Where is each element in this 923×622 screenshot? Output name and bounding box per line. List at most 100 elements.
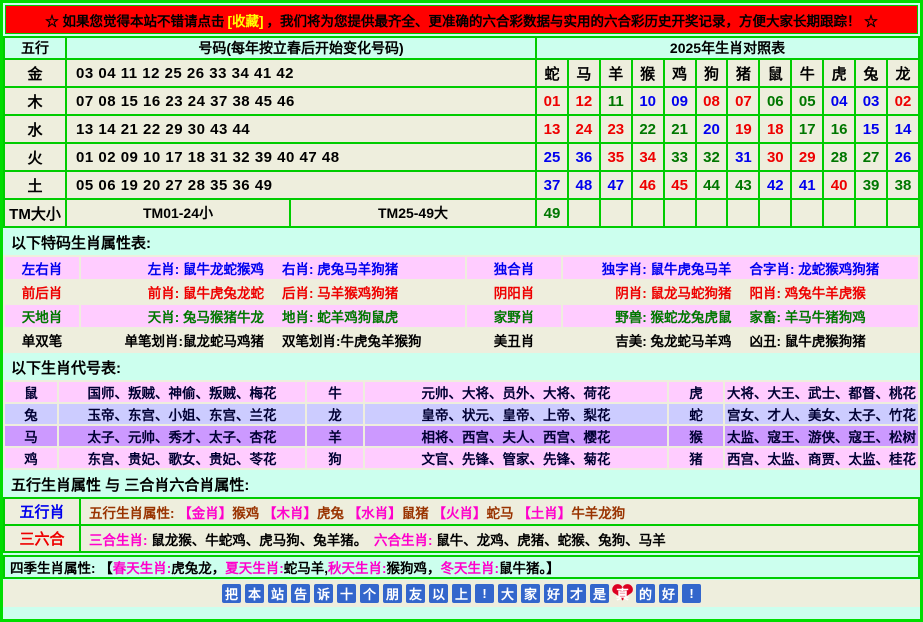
element-row: 木 07 08 15 16 23 24 37 38 45 46 01 12 11 10 09… (3, 86, 920, 116)
special-row: 前后肖 前肖: 鼠牛虎兔龙蛇 后肖: 马羊猴鸡狗猪 阴阳肖 阴肖: 鼠龙马蛇狗猪 阳肖: … (3, 279, 920, 305)
wuxing-row-content: 五行生肖属性: 【金肖】猴鸡 【木肖】虎兔 【水肖】鼠猪 【火肖】蛇马 【土肖】… (79, 497, 920, 526)
tm-big-cell: TM25-49大 (288, 198, 538, 228)
zodiac-number-cell: 49 (535, 198, 569, 228)
special-text: 合字肖: 龙蛇猴鸡狗猪 (749, 262, 880, 277)
zodiac-number-cell: 47 (598, 170, 633, 200)
special-row-label: 前后肖 (3, 279, 81, 305)
element-row: 水 13 14 21 22 29 30 43 44 13 24 23 22 21 20 19 18… (3, 114, 920, 144)
zodiac-number-cell: 41 (790, 170, 825, 200)
special-text: 野兽: 猴蛇龙兔虎鼠 (615, 310, 732, 325)
zodiac-number-cell: 44 (694, 170, 729, 200)
footer-tile: 朋 (383, 584, 402, 603)
zodiac-name-cell: 鸡 (662, 58, 697, 88)
special-row-label: 美丑肖 (465, 327, 563, 353)
header-numbers: 号码(每年按立春后开始变化号码) (64, 36, 538, 60)
code-animal-label: 虎 (667, 380, 725, 404)
zodiac-number-cell (694, 198, 729, 228)
code-animal-label: 猪 (667, 446, 725, 470)
wuxing-row: 五行肖 五行生肖属性: 【金肖】猴鸡 【木肖】虎兔 【水肖】鼠猪 【火肖】蛇马 【… (3, 497, 920, 526)
zodiac-number-cell (854, 198, 888, 228)
code-row: 马太子、元帅、秀才、太子、杏花羊相将、西宫、夫人、西宫、樱花猴太监、寇王、游侠、… (3, 424, 920, 448)
zodiac-number-cell: 45 (662, 170, 697, 200)
code-titles-text: 大将、大王、武士、都督、桃花 (723, 380, 920, 404)
code-animal-label: 鸡 (3, 446, 59, 470)
footer-tile: 好 (659, 584, 678, 603)
zodiac-number-cell (598, 198, 633, 228)
special-row-content: 单笔划肖:鼠龙蛇马鸡猪 双笔划肖:牛虎兔羊猴狗 (79, 327, 467, 353)
footer-tile: 站 (268, 584, 287, 603)
seasons-segment: 春天生肖: (112, 561, 172, 576)
zodiac-number-cell: 06 (758, 86, 793, 116)
special-text: 地肖: 蛇羊鸡狗鼠虎 (282, 310, 399, 325)
wuxing-segment: 鼠龙猴、牛蛇鸡、虎马狗、兔羊猪。 (151, 532, 361, 548)
code-titles-text: 皇帝、状元、皇帝、上帝、梨花 (363, 402, 669, 426)
zodiac-number-cell: 38 (885, 170, 920, 200)
special-row-content: 左肖: 鼠牛龙蛇猴鸡 右肖: 虎兔马羊狗猪 (79, 255, 467, 281)
footer-tile: 诉 (314, 584, 333, 603)
footer-tile: 家 (521, 584, 540, 603)
code-titles-text: 西宫、太监、商贾、太监、桂花 (723, 446, 920, 470)
zodiac-number-cell: 43 (726, 170, 761, 200)
zodiac-number-cell: 14 (885, 114, 920, 144)
zodiac-number-cell: 03 (854, 86, 888, 116)
wuxing-segment: 鼠猪 (401, 505, 433, 521)
footer-tile: 上 (452, 584, 471, 603)
zodiac-number-cell: 42 (758, 170, 793, 200)
wuxing-row-label: 三六合 (3, 524, 81, 553)
special-text: 双笔划肖:牛虎兔羊猴狗 (282, 334, 422, 349)
wuxing-segment: 猴鸡 (232, 505, 264, 521)
zodiac-name-cell: 马 (566, 58, 601, 88)
header-wuxing: 五行 (3, 36, 67, 60)
zodiac-number-cell: 40 (822, 170, 857, 200)
zodiac-number-cell: 36 (566, 142, 601, 172)
zodiac-name-cell: 牛 (790, 58, 825, 88)
wuxing-row-content: 三合生肖: 鼠龙猴、牛蛇鸡、虎马狗、兔羊猪。 六合生肖: 鼠牛、龙鸡、虎猪、蛇猴… (79, 524, 920, 553)
tm-small-cell: TM01-24小 (65, 198, 291, 228)
code-animal-label: 羊 (305, 424, 365, 448)
element-row: 金 03 04 11 12 25 26 33 34 41 42 蛇马羊猴鸡狗猪鼠牛虎… (3, 58, 920, 88)
code-row: 鸡东宫、贵妃、歌女、贵妃、苓花狗文官、先锋、管家、先锋、菊花猪西宫、太监、商贾、… (3, 446, 920, 470)
zodiac-number-cell: 25 (535, 142, 569, 172)
code-animal-label: 蛇 (667, 402, 725, 426)
special-text: 凶丑: 鼠牛虎猴狗猪 (749, 334, 866, 349)
zodiac-name-cell: 鼠 (758, 58, 793, 88)
zodiac-number-cell (630, 198, 665, 228)
element-numbers: 13 14 21 22 29 30 43 44 (64, 114, 538, 144)
zodiac-number-cell (662, 198, 697, 228)
footer-tile: 才 (567, 584, 586, 603)
zodiac-number-cell (822, 198, 857, 228)
wuxing-segment: 【土肖】 (517, 505, 572, 521)
element-label: 金 (3, 58, 67, 88)
code-titles-text: 文官、先锋、管家、先锋、菊花 (363, 446, 669, 470)
code-titles-text: 国师、叛贼、神偷、叛贼、梅花 (57, 380, 307, 404)
zodiac-number-cell (566, 198, 601, 228)
code-row: 兔玉帝、东宫、小姐、东宫、兰花龙皇帝、状元、皇帝、上帝、梨花蛇宫女、才人、美女、… (3, 402, 920, 426)
code-titles-text: 宫女、才人、美女、太子、竹花 (723, 402, 920, 426)
footer-tile: 把 (222, 584, 241, 603)
zodiac-number-cell: 24 (566, 114, 601, 144)
favorite-link[interactable]: [收藏] (227, 13, 264, 29)
code-titles-text: 东宫、贵妃、歌女、贵妃、苓花 (57, 446, 307, 470)
footer-tile: 好 (544, 584, 563, 603)
zodiac-number-cell: 39 (854, 170, 888, 200)
zodiac-number-cell (726, 198, 761, 228)
seasons-row: 四季生肖属性: 【春天生肖: 虎兔龙， 夏天生肖: 蛇马羊, 秋天生肖: 猴狗鸡，冬… (3, 555, 920, 579)
special-row-content: 吉美: 兔龙蛇马羊鸡 凶丑: 鼠牛虎猴狗猪 (561, 327, 920, 353)
section-title-codes: 以下生肖代号表: (11, 360, 121, 377)
zodiac-name-cell: 猴 (630, 58, 665, 88)
zodiac-number-cell: 32 (694, 142, 729, 172)
section-title-special: 以下特码生肖属性表: (11, 235, 151, 252)
code-titles-text: 元帅、大将、员外、大将、荷花 (363, 380, 669, 404)
wuxing-segment: 【水肖】 (347, 505, 402, 521)
zodiac-number-cell: 34 (630, 142, 665, 172)
footer-tile: 是 (590, 584, 609, 603)
zodiac-number-cell: 16 (822, 114, 857, 144)
zodiac-number-cell: 02 (885, 86, 920, 116)
special-row-label: 独合肖 (465, 255, 563, 281)
element-label: 火 (3, 142, 67, 172)
special-row-label: 单双笔 (3, 327, 81, 353)
zodiac-number-cell: 37 (535, 170, 569, 200)
code-animal-label: 马 (3, 424, 59, 448)
zodiac-number-cell: 21 (662, 114, 697, 144)
